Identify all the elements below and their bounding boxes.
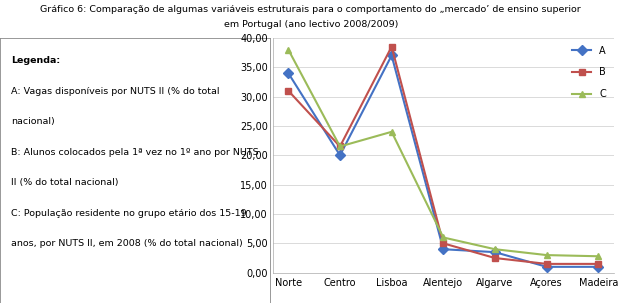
Line: C: C xyxy=(285,46,602,260)
B xyxy=(595,262,602,266)
C xyxy=(440,236,447,239)
B xyxy=(388,45,396,48)
A xyxy=(543,265,551,269)
B xyxy=(491,256,498,260)
Line: A: A xyxy=(285,52,602,270)
A xyxy=(595,265,602,269)
Text: A: Vagas disponíveis por NUTS II (% do total: A: Vagas disponíveis por NUTS II (% do t… xyxy=(11,87,219,96)
Text: Gráfico 6: Comparação de algumas variáveis estruturais para o comportamento do „: Gráfico 6: Comparação de algumas variáve… xyxy=(40,5,580,14)
Text: Legenda:: Legenda: xyxy=(11,56,60,65)
Legend: A, B, C: A, B, C xyxy=(569,43,609,102)
Text: nacional): nacional) xyxy=(11,117,55,126)
A xyxy=(336,153,343,157)
A xyxy=(440,247,447,251)
B xyxy=(440,241,447,245)
B xyxy=(285,89,292,92)
B xyxy=(336,145,343,148)
C xyxy=(388,130,396,134)
C xyxy=(543,253,551,257)
Text: C: População residente no grupo etário dos 15-19: C: População residente no grupo etário d… xyxy=(11,209,246,218)
A xyxy=(285,71,292,75)
C xyxy=(595,255,602,258)
A xyxy=(388,54,396,57)
Text: em Portugal (ano lectivo 2008/2009): em Portugal (ano lectivo 2008/2009) xyxy=(221,20,399,29)
Text: anos, por NUTS II, em 2008 (% do total nacional): anos, por NUTS II, em 2008 (% do total n… xyxy=(11,239,242,248)
C xyxy=(285,48,292,52)
A xyxy=(491,250,498,254)
Line: B: B xyxy=(285,43,602,267)
Text: II (% do total nacional): II (% do total nacional) xyxy=(11,178,118,187)
B xyxy=(543,262,551,266)
Text: B: Alunos colocados pela 1ª vez no 1º ano por NUTS: B: Alunos colocados pela 1ª vez no 1º an… xyxy=(11,148,259,157)
C xyxy=(491,247,498,251)
C xyxy=(336,145,343,148)
